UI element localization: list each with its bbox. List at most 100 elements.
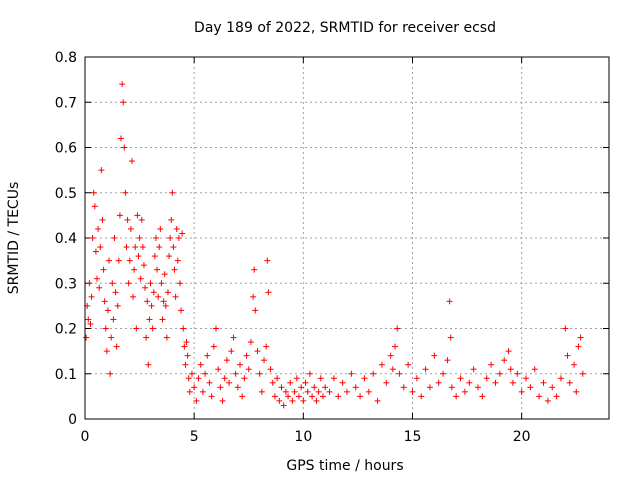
data-point	[179, 230, 186, 237]
data-point	[122, 189, 129, 196]
data-point	[159, 316, 166, 323]
data-point	[387, 352, 394, 359]
data-point	[184, 352, 191, 359]
y-tick-label: 0.3	[55, 276, 77, 292]
data-point	[234, 384, 241, 391]
data-point	[488, 361, 495, 368]
data-point	[245, 366, 252, 373]
data-point	[152, 235, 159, 241]
data-point	[335, 393, 342, 400]
data-point	[99, 216, 106, 223]
data-point	[103, 348, 110, 355]
data-point	[394, 325, 401, 332]
data-point	[264, 257, 271, 264]
data-point	[163, 334, 170, 341]
data-point	[509, 379, 516, 386]
data-point	[121, 144, 128, 151]
data-point	[250, 293, 257, 300]
data-point	[161, 271, 168, 278]
data-point	[237, 361, 244, 368]
data-point	[527, 384, 534, 391]
data-point	[127, 225, 134, 232]
data-point	[108, 334, 115, 341]
data-point	[291, 388, 298, 395]
y-tick-label: 0	[68, 412, 77, 428]
x-axis-label: GPS time / hours	[286, 458, 403, 474]
data-point	[392, 343, 399, 350]
data-point	[132, 244, 139, 251]
data-point	[217, 384, 224, 391]
chart-title: Day 189 of 2022, SRMTID for receiver ecs…	[194, 20, 496, 36]
data-point	[492, 379, 499, 386]
data-point	[311, 384, 318, 391]
data-point	[88, 293, 95, 300]
data-point	[241, 375, 248, 382]
data-point	[319, 393, 326, 400]
x-tick-label: 0	[81, 429, 90, 445]
data-point	[418, 393, 425, 400]
data-point	[90, 189, 97, 196]
data-point	[180, 325, 187, 332]
data-point	[557, 375, 564, 382]
data-point	[111, 235, 118, 241]
data-point	[91, 203, 98, 210]
data-point	[440, 370, 447, 377]
data-point	[144, 298, 151, 305]
data-point	[155, 293, 162, 300]
data-point	[544, 397, 551, 404]
data-point	[370, 370, 377, 377]
data-point	[553, 393, 560, 400]
data-point	[145, 361, 152, 368]
data-point	[219, 397, 226, 404]
data-point	[223, 357, 230, 364]
data-point	[409, 388, 416, 395]
data-point	[95, 225, 102, 232]
data-point	[181, 343, 188, 350]
data-point	[124, 216, 131, 223]
data-point	[315, 388, 322, 395]
data-point	[114, 302, 121, 309]
data-point	[566, 379, 573, 386]
data-point	[98, 167, 105, 174]
data-point	[206, 379, 213, 386]
data-point	[523, 375, 530, 382]
data-point	[313, 397, 320, 404]
data-point	[271, 393, 278, 400]
data-point	[154, 266, 161, 273]
data-point	[102, 325, 109, 332]
data-point	[361, 375, 368, 382]
data-point	[479, 393, 486, 400]
data-point	[507, 366, 514, 373]
data-point	[256, 370, 263, 377]
data-point	[389, 366, 396, 373]
data-point	[413, 375, 420, 382]
data-point	[173, 225, 180, 232]
data-point	[136, 235, 143, 241]
data-point	[146, 316, 153, 323]
data-point	[579, 370, 586, 377]
data-point	[133, 325, 140, 332]
data-point	[87, 320, 94, 327]
data-point	[83, 334, 90, 341]
data-point	[378, 361, 385, 368]
data-point	[278, 384, 285, 391]
data-point	[344, 388, 350, 395]
data-point	[261, 357, 268, 364]
data-point	[232, 370, 239, 377]
data-point	[562, 325, 569, 332]
data-point	[115, 257, 122, 264]
data-point	[285, 393, 292, 400]
data-point	[101, 298, 108, 305]
data-point	[140, 262, 147, 269]
data-point	[252, 307, 259, 314]
y-tick-label: 0.1	[55, 367, 77, 383]
y-tick-label: 0.7	[55, 95, 77, 111]
y-axis-label: SRMTID / TECUs	[6, 182, 22, 295]
data-point	[426, 384, 433, 391]
data-point	[475, 384, 481, 391]
data-point	[302, 379, 309, 386]
data-point	[357, 393, 364, 400]
data-point	[251, 266, 258, 273]
data-point	[183, 339, 190, 346]
data-point	[383, 379, 390, 386]
